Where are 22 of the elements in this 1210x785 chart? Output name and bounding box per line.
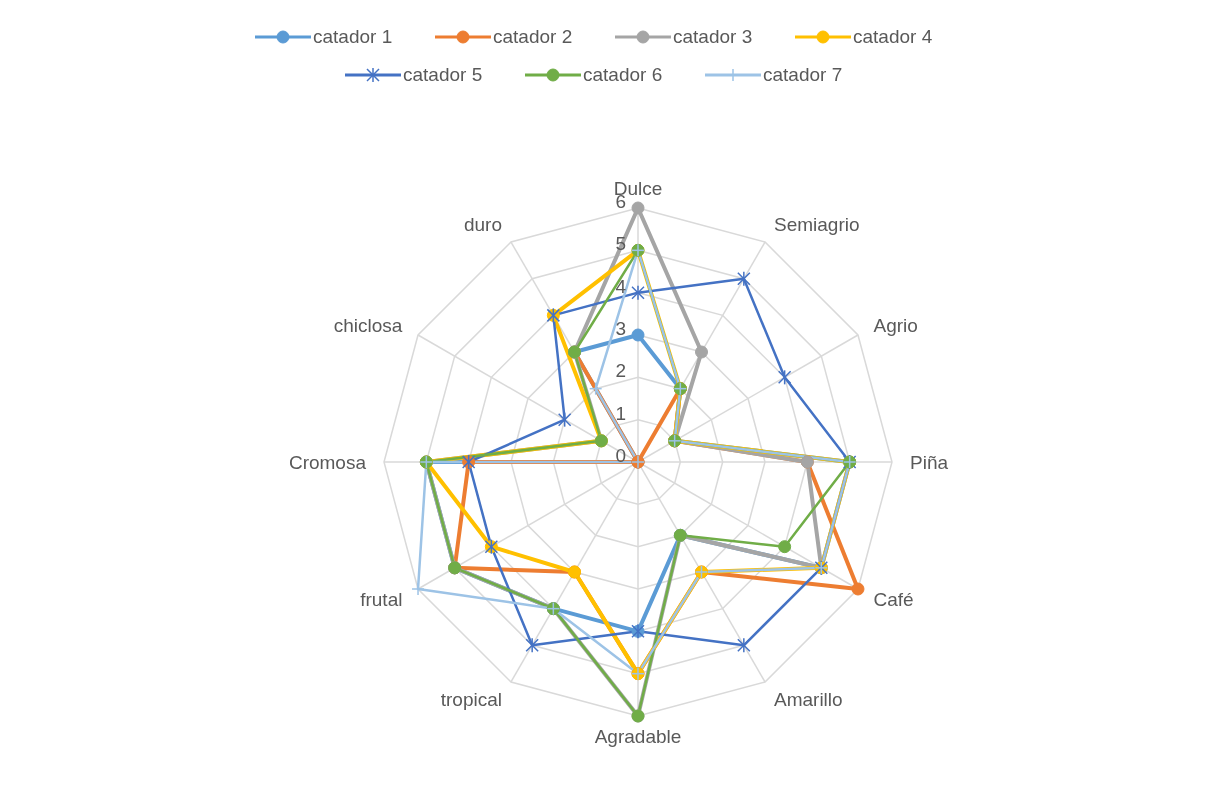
- spoke-label: Café: [873, 588, 914, 610]
- legend-label: catador 4: [853, 26, 933, 48]
- y-tick-label: 3: [615, 318, 626, 339]
- spoke-label: Agrio: [873, 314, 918, 336]
- legend-label: catador 6: [583, 64, 663, 86]
- y-tick-label: 5: [615, 233, 626, 255]
- spoke-label: Piña: [910, 451, 949, 473]
- y-tick-label: 1: [615, 402, 626, 424]
- spoke-label: Cromosa: [288, 451, 367, 473]
- spoke-label: frutal: [360, 588, 403, 610]
- legend-label: catador 3: [673, 26, 753, 48]
- spoke-label: duro: [463, 214, 502, 236]
- spoke-label: Semiagrio: [774, 214, 860, 236]
- spoke-label: Agradable: [594, 725, 682, 747]
- spoke-label: tropical: [440, 688, 502, 710]
- legend-label: catador 2: [493, 26, 573, 48]
- legend-label: catador 7: [763, 64, 843, 86]
- spoke-label: chiclosa: [333, 314, 403, 336]
- y-tick-label: 2: [615, 360, 626, 382]
- legend-label: catador 5: [403, 64, 483, 86]
- legend-label: catador 1: [313, 26, 393, 48]
- spoke-label: Amarillo: [774, 688, 843, 710]
